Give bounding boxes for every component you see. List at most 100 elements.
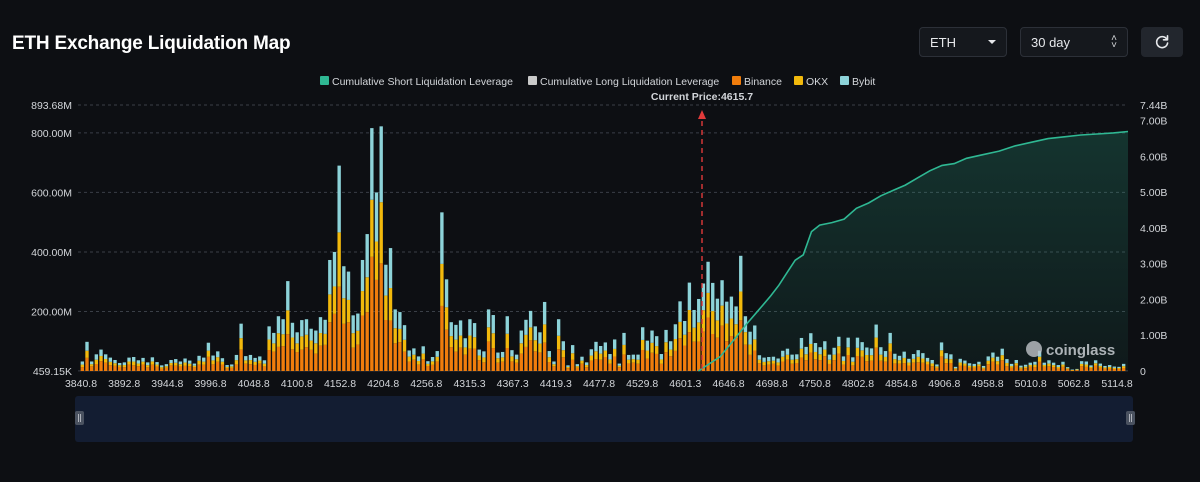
bar-okx — [472, 337, 477, 349]
bar-okx — [575, 366, 579, 368]
bar-binance — [262, 366, 267, 371]
bar-binance — [463, 354, 467, 371]
bar-binance — [1112, 368, 1116, 371]
zoom-handle-left[interactable] — [75, 411, 84, 425]
bar-binance — [174, 365, 178, 371]
bar-okx — [771, 360, 776, 364]
bar-bybit — [174, 359, 178, 363]
bar-binance — [846, 355, 850, 371]
bar-bybit — [328, 259, 332, 295]
bar-bybit — [790, 354, 794, 360]
legend-swatch — [528, 76, 537, 85]
bar-okx — [1103, 367, 1107, 369]
bar-bybit — [426, 361, 430, 364]
bar-binance — [916, 362, 920, 371]
y-axis-left: 459.15K 200.00M 400.00M 600.00M 800.00M 893.6… — [31, 100, 72, 378]
cumulative-short-line — [697, 130, 1129, 372]
bar-okx — [104, 359, 108, 363]
y-left-tick-label: 200.00M — [31, 306, 72, 318]
bar-okx — [328, 294, 332, 323]
bar-binance — [972, 367, 976, 371]
bar-bybit — [776, 358, 780, 363]
bar-okx — [818, 354, 822, 361]
bar-bybit — [575, 364, 579, 367]
bar-binance — [860, 356, 864, 371]
bar-okx — [1056, 366, 1060, 369]
bar-okx — [178, 364, 183, 367]
bar-okx — [127, 361, 131, 365]
bar-okx — [837, 346, 841, 354]
bar-okx — [351, 333, 355, 348]
bar-bybit — [514, 354, 519, 360]
bar-bybit — [202, 357, 206, 362]
bar-binance — [706, 317, 710, 371]
bar-okx — [416, 361, 421, 365]
bar-binance — [496, 362, 500, 371]
zoom-slider[interactable] — [75, 396, 1135, 442]
bar-bybit — [939, 342, 944, 351]
bar-binance — [930, 366, 934, 371]
bar-bybit — [580, 356, 584, 361]
bar-binance — [1033, 367, 1037, 371]
bar-okx — [477, 355, 481, 361]
bar-binance — [566, 368, 570, 371]
bar-binance — [230, 367, 234, 371]
bar-binance — [538, 352, 542, 371]
bar-okx — [234, 360, 239, 365]
bar-okx — [785, 354, 790, 360]
bar-okx — [841, 360, 846, 365]
asset-select[interactable]: ETH — [919, 27, 1007, 57]
cumulative-short-area — [698, 131, 1128, 371]
bar-bybit — [687, 282, 692, 310]
bar-binance — [216, 361, 220, 371]
bar-okx — [692, 327, 696, 342]
bar-okx — [444, 307, 449, 330]
bar-okx — [309, 340, 313, 350]
y-right-tick-label: 2.00B — [1140, 294, 1167, 306]
legend-label: Bybit — [852, 76, 875, 88]
bar-bybit — [729, 296, 734, 319]
zoom-window[interactable] — [75, 396, 1133, 442]
bar-okx — [650, 342, 654, 353]
bar-okx — [1000, 355, 1004, 361]
bar-okx — [1023, 366, 1028, 369]
bar-binance — [108, 365, 113, 371]
bar-bybit — [995, 356, 1000, 362]
bar-bybit — [407, 350, 411, 357]
zoom-handle-right[interactable] — [1126, 411, 1135, 425]
bar-okx — [944, 358, 948, 364]
bar-bybit — [598, 346, 603, 354]
bar-okx — [743, 332, 748, 345]
bar-binance — [164, 367, 169, 371]
bar-bybit — [1084, 361, 1088, 365]
bar-okx — [454, 339, 458, 352]
bar-bybit — [865, 347, 869, 356]
bar-bybit — [468, 319, 472, 336]
bar-okx — [514, 359, 519, 363]
refresh-button[interactable] — [1141, 27, 1183, 57]
bar-bybit — [416, 356, 421, 362]
bar-bybit — [276, 316, 281, 334]
bar-bybit — [384, 264, 388, 296]
bar-okx — [113, 363, 117, 366]
bar-binance — [627, 363, 631, 371]
bar-binance — [650, 352, 654, 371]
bar-okx — [561, 350, 565, 358]
bar-okx — [337, 232, 341, 287]
x-tick-label: 4854.8 — [885, 378, 917, 390]
bar-bybit — [1061, 361, 1065, 365]
bar-okx — [332, 286, 337, 314]
range-select[interactable]: 30 day ˄ ˅ — [1020, 27, 1128, 57]
bar-bybit — [239, 323, 243, 339]
y-right-tick-label: 0 — [1140, 366, 1146, 378]
bar-bybit — [542, 301, 547, 325]
bar-bybit — [234, 354, 239, 361]
bar-binance — [944, 363, 948, 371]
bar-okx — [314, 343, 318, 354]
bar-bybit — [930, 359, 934, 364]
x-tick-label: 4100.8 — [281, 378, 313, 390]
bar-binance — [542, 342, 547, 371]
bar-bybit — [659, 354, 664, 360]
bar-bybit — [692, 309, 696, 328]
bar-bybit — [1056, 365, 1060, 367]
